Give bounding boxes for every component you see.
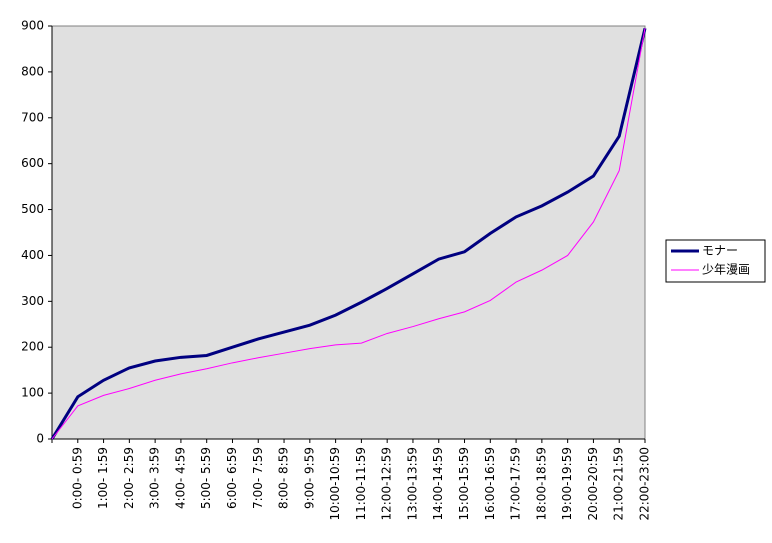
legend-box [665,239,766,283]
x-tick-label: 22:00-23:00 [638,447,652,521]
y-tick-label: 700 [21,110,44,124]
y-tick-label: 500 [21,202,44,216]
legend-label: 少年漫画 [702,263,750,277]
x-tick-label: 2:00- 2:59 [122,447,136,509]
x-tick-label: 16:00-16:59 [483,447,497,521]
legend-label: モナー [702,244,738,258]
y-tick-label: 900 [21,19,44,33]
x-tick-label: 14:00-14:59 [431,447,445,521]
y-tick-label: 200 [21,340,44,354]
x-tick-label: 5:00- 5:59 [199,447,213,509]
x-tick-label: 10:00-10:59 [328,447,342,521]
y-tick-label: 800 [21,64,44,78]
x-tick-label: 20:00-20:59 [586,447,600,521]
y-tick-label: 300 [21,294,44,308]
plot-area [51,25,646,440]
y-tick-label: 600 [21,156,44,170]
x-tick-label: 8:00- 8:59 [277,447,291,509]
x-tick-label: 18:00-18:59 [534,447,548,521]
y-tick-label: 400 [21,248,44,262]
x-tick-label: 17:00-17:59 [509,447,523,521]
x-tick-label: 11:00-11:59 [354,447,368,521]
x-tick-label: 9:00- 9:59 [302,447,316,509]
y-tick-label: 0 [36,432,44,446]
x-tick-label: 1:00- 1:59 [96,447,110,509]
x-tick-label: 21:00-21:59 [612,447,626,521]
x-tick-label: 13:00-13:59 [405,447,419,521]
series-line [51,28,646,440]
series-line [50,27,647,440]
x-tick-label: 15:00-15:59 [457,447,471,521]
x-tick-label: 3:00- 3:59 [148,447,162,509]
x-tick-label: 6:00- 6:59 [225,447,239,509]
x-tick-label: 19:00-19:59 [560,447,574,521]
x-tick-label: 12:00-12:59 [380,447,394,521]
x-tick-label: 4:00- 4:59 [173,447,187,509]
y-tick-label: 100 [21,386,44,400]
x-tick-label: 0:00- 0:59 [70,447,84,509]
x-tick-label: 7:00- 7:59 [251,447,265,509]
